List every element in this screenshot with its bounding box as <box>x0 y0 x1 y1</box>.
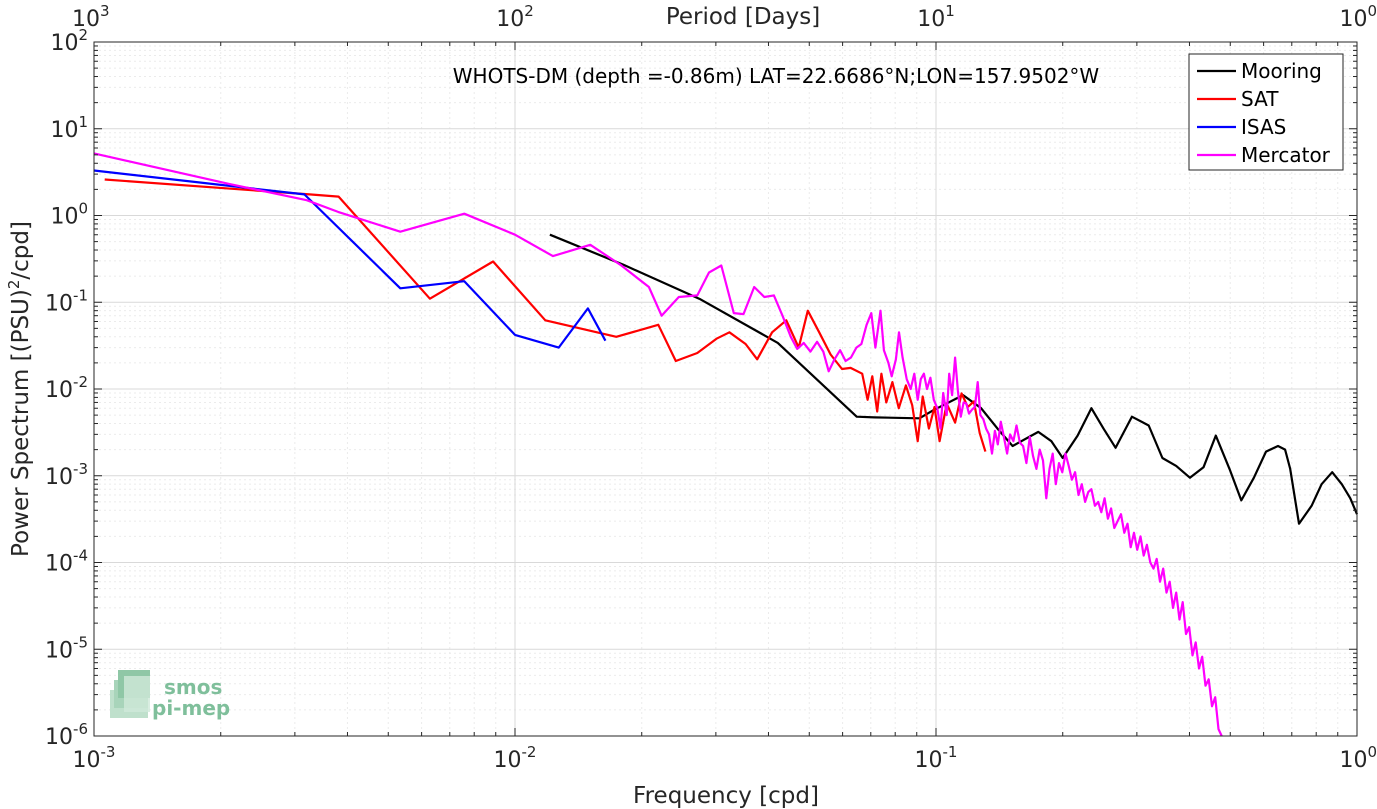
x-tick-label: 10-2 <box>494 743 537 773</box>
x2-tick-label: 103 <box>72 2 110 32</box>
x-axis-label: Frequency [cpd] <box>633 783 819 809</box>
legend: Mooring SAT ISAS Mercator <box>1188 53 1344 171</box>
y-tick-label: 10-2 <box>45 373 88 403</box>
logo-bar <box>124 676 150 712</box>
x-tick-label: 100 <box>1339 743 1377 773</box>
legend-label: ISAS <box>1241 115 1286 139</box>
y-tick-label: 100 <box>50 200 88 230</box>
y-tick-label: 10-1 <box>45 286 88 316</box>
legend-label: Mooring <box>1241 59 1322 83</box>
x2-axis-label: Period [Days] <box>666 4 820 30</box>
y-tick-label: 102 <box>50 26 88 56</box>
y-tick-label: 101 <box>50 113 88 143</box>
y-tick-labels: 102 101 100 10-1 10-2 10-3 10-4 10-5 10-6 <box>45 26 88 750</box>
y-axis-label-sup: 2 <box>5 280 23 290</box>
y-tick-label: 10-6 <box>45 720 88 750</box>
tick-marks <box>93 41 1358 737</box>
x-tick-label: 10-3 <box>73 743 116 773</box>
series-layer <box>93 152 1359 737</box>
series-line-mercator <box>93 152 1223 737</box>
y-tick-label: 10-3 <box>45 460 88 490</box>
x2-tick-label: 101 <box>917 2 955 32</box>
x-tick-label: 10-1 <box>915 743 958 773</box>
y-axis-label-tail: /cpd] <box>8 221 34 280</box>
x2-tick-label: 100 <box>1339 2 1377 32</box>
series-line-sat <box>104 178 987 452</box>
series-line-isas <box>93 169 607 349</box>
legend-label: SAT <box>1241 87 1279 111</box>
logo-line1: smos <box>164 675 222 699</box>
legend-box <box>1188 53 1344 171</box>
grid-minor <box>94 42 1357 736</box>
x-tick-labels: 10-3 10-2 10-1 100 <box>73 743 1377 773</box>
y-axis-label: Power Spectrum [(PSU)2/cpd] <box>5 221 34 557</box>
logo-line2: pi-mep <box>152 696 230 720</box>
y-tick-label: 10-4 <box>45 547 88 577</box>
y-axis-label-main: Power Spectrum [(PSU) <box>8 289 34 557</box>
legend-label: Mercator <box>1241 143 1331 167</box>
y-tick-label: 10-5 <box>45 633 88 663</box>
chart-title: WHOTS-DM (depth =-0.86m) LAT=22.6686°N;L… <box>453 64 1100 88</box>
x2-tick-labels: 103 102 101 100 <box>72 2 1377 32</box>
smos-pi-mep-logo: smos pi-mep <box>110 670 230 720</box>
x2-tick-label: 102 <box>496 2 534 32</box>
